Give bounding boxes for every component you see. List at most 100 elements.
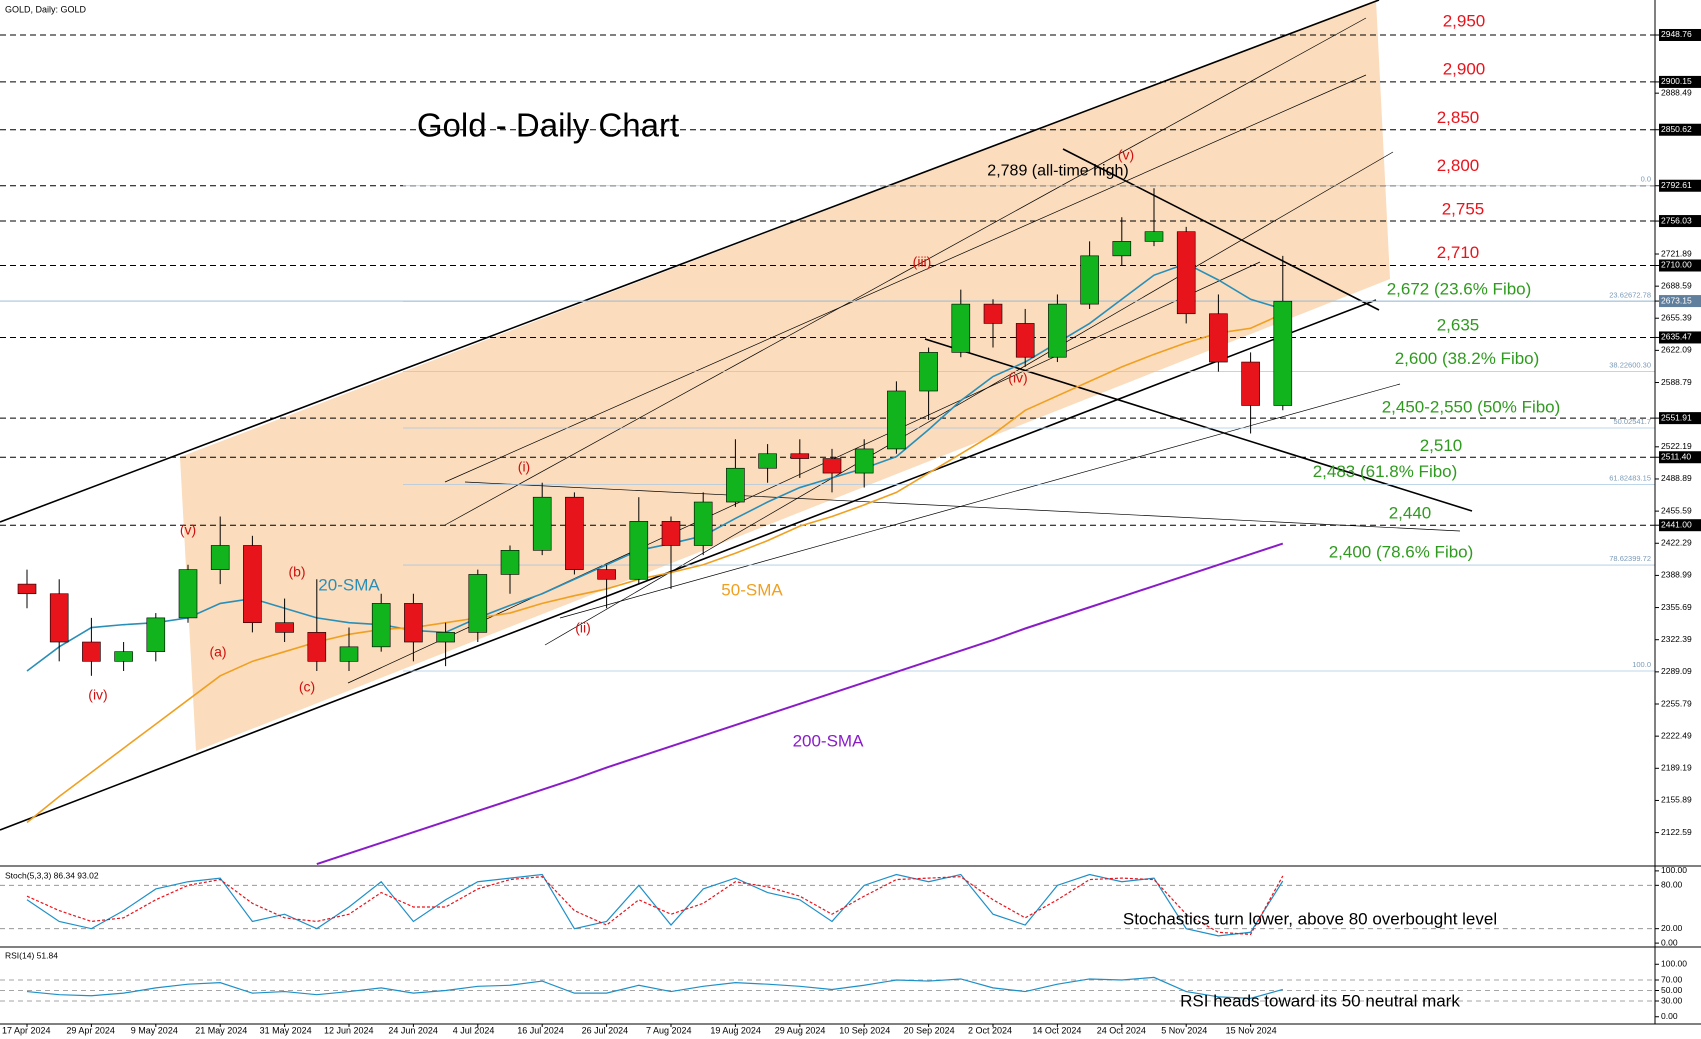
level-label: 2,450-2,550 (50% Fibo): [1382, 397, 1561, 416]
sma-label: 200-SMA: [793, 731, 865, 750]
y-tick-label: 2688.59: [1661, 280, 1692, 290]
y-tick-box: [1659, 123, 1701, 136]
x-tick-label: 26 Jul 2024: [582, 1025, 629, 1035]
x-tick-label: 31 May 2024: [260, 1025, 312, 1035]
fib-label: 78.62399.72: [1609, 554, 1651, 563]
channel-shade: [180, 0, 1390, 751]
y-tick-box: [1659, 519, 1701, 532]
channel-inner: [444, 17, 1367, 526]
candle-body: [500, 550, 520, 575]
x-tick-label: 21 May 2024: [195, 1025, 247, 1035]
y-tick-label: 2710.00: [1661, 260, 1692, 270]
y-tick-label: 2792.61: [1661, 180, 1692, 190]
y-tick-label: 2551.91: [1661, 412, 1692, 422]
y-tick-label: 2122.59: [1661, 827, 1692, 837]
level-label: 2,600 (38.2% Fibo): [1395, 349, 1540, 368]
fib-label: 61.82483.15: [1609, 473, 1651, 482]
candle-body: [307, 632, 327, 662]
y-tick-label: 2588.79: [1661, 377, 1692, 387]
y-tick-label: 30.00: [1661, 995, 1683, 1005]
panel-note: RSI heads toward its 50 neutral mark: [1180, 991, 1460, 1010]
indicator-line: [26, 875, 1284, 936]
fib-label: 100.0: [1632, 660, 1651, 669]
fib-price: 2672.78: [1624, 290, 1651, 299]
candle-body: [17, 583, 37, 595]
candle-body: [1080, 255, 1099, 305]
y-tick-label: 2900.15: [1661, 76, 1692, 86]
y-tick-label: 2222.49: [1661, 730, 1692, 740]
candle-body: [951, 303, 971, 353]
y-tick-box: [1659, 28, 1701, 41]
fib-label: 23.62672.78: [1609, 290, 1651, 299]
wave-label: (iv): [1008, 370, 1027, 386]
wave-label: (a): [209, 644, 226, 660]
candle-body: [371, 603, 391, 648]
candle-body: [1112, 241, 1132, 257]
candle-body: [726, 467, 745, 503]
candle-body: [693, 501, 713, 546]
level-label: 2,400 (78.6% Fibo): [1329, 542, 1474, 561]
y-tick-label: 0.00: [1661, 937, 1678, 947]
x-tick-label: 17 Apr 2024: [2, 1025, 51, 1035]
y-tick-box: [1659, 451, 1701, 464]
candle-body: [49, 593, 69, 643]
y-tick-label: 2756.03: [1661, 215, 1692, 225]
sma-line: [26, 262, 1284, 672]
panel-note: Stochastics turn lower, above 80 overbou…: [1123, 909, 1497, 928]
y-tick-box: [1659, 331, 1701, 344]
candle-body: [1015, 323, 1035, 358]
indicator-line: [26, 873, 1284, 937]
support-line: [559, 383, 1401, 619]
fib-pct: 100.0: [1632, 660, 1651, 669]
x-tick-label: 5 Nov 2024: [1161, 1025, 1207, 1035]
x-tick-label: 7 Aug 2024: [646, 1025, 692, 1035]
candle-body: [854, 448, 874, 474]
candle-body: [339, 646, 359, 662]
y-tick-box: [1659, 412, 1701, 425]
y-tick-label: 2655.39: [1661, 312, 1692, 322]
candle-body: [1048, 303, 1067, 358]
fib-pct: 50.0: [1613, 417, 1628, 426]
fib-pct: 38.2: [1609, 360, 1624, 369]
sma-line: [316, 542, 1284, 866]
chart-header: GOLD, Daily: GOLD: [5, 4, 87, 14]
candle-body: [1273, 300, 1293, 406]
channel-upper: [0, 0, 1380, 523]
candle-body: [887, 390, 906, 450]
y-tick-label: 20.00: [1661, 923, 1683, 933]
fib-price: 2399.72: [1624, 554, 1651, 563]
y-tick-label: 2622.09: [1661, 345, 1692, 355]
candle-body: [275, 622, 294, 633]
y-tick-label: 2455.59: [1661, 505, 1692, 515]
wave-label: (iii): [913, 254, 932, 270]
x-tick-label: 24 Jun 2024: [388, 1025, 438, 1035]
candle-body: [629, 521, 649, 580]
level-label: 2,950: [1443, 11, 1486, 30]
level-label: 2,510: [1420, 436, 1463, 455]
descending-line: [924, 338, 1473, 512]
candle-body: [565, 496, 584, 570]
y-tick-label: 2635.47: [1661, 332, 1692, 342]
y-tick-label: 2322.39: [1661, 634, 1692, 644]
candle-body: [790, 453, 810, 459]
level-label: 2,710: [1437, 243, 1480, 262]
x-tick-label: 29 Apr 2024: [66, 1025, 115, 1035]
candle-body: [1241, 361, 1260, 406]
y-tick-label: 2888.49: [1661, 87, 1692, 97]
candle-body: [919, 352, 938, 392]
candle-body: [146, 617, 166, 652]
sma-label: 50-SMA: [721, 580, 783, 599]
y-tick-label: 2422.29: [1661, 538, 1692, 548]
fib-label: 50.02541.7: [1613, 417, 1651, 426]
y-tick-label: 2441.00: [1661, 519, 1692, 529]
chart-title: Gold - Daily Chart: [417, 107, 679, 144]
channel-inner: [444, 74, 1367, 483]
fib-pct: 0.0: [1641, 175, 1651, 184]
x-tick-label: 10 Sep 2024: [839, 1025, 890, 1035]
y-tick-box: [1659, 215, 1701, 228]
wave-label: (i): [518, 459, 530, 475]
x-tick-label: 19 Aug 2024: [710, 1025, 761, 1035]
candle-body: [436, 632, 455, 643]
wave-label: (b): [288, 564, 305, 580]
